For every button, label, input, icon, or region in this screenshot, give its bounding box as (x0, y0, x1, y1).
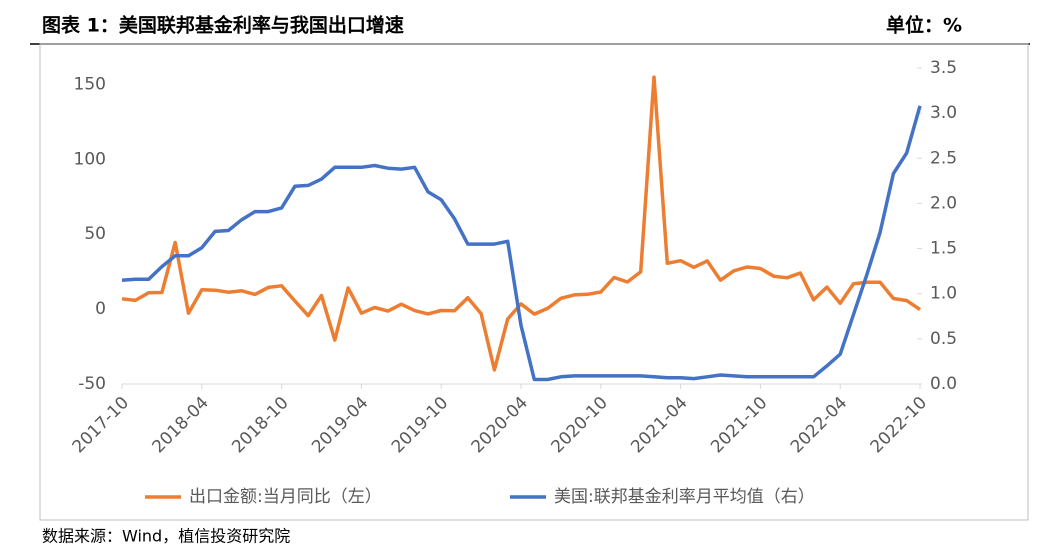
y-tick-label: -50 (78, 374, 106, 394)
x-tick-label: 2019-04 (308, 393, 372, 457)
y2-tick-label: 2.5 (930, 148, 957, 168)
x-tick-label: 2017-10 (69, 393, 133, 457)
series-line (121, 75, 921, 372)
y-tick-label: 0 (95, 299, 106, 319)
y2-tick-label: 0.5 (930, 329, 957, 349)
y-tick-label: 150 (74, 74, 106, 94)
y2-tick-label: 0.0 (930, 374, 957, 394)
x-tick-label: 2021-10 (707, 393, 771, 457)
x-tick-label: 2019-10 (388, 393, 452, 457)
y2-tick-label: 3.0 (930, 103, 957, 123)
unit: 单位：% (886, 14, 962, 37)
series-line (121, 105, 922, 382)
legend-label: 美国:联邦基金利率月平均值（右） (554, 487, 815, 507)
source: 数据来源：Wind，植信投资研究院 (42, 527, 290, 546)
legend-label: 出口金额:当月同比（左） (189, 487, 382, 507)
title: 图表 1：美国联邦基金利率与我国出口增速 (42, 14, 404, 37)
y2-tick-label: 3.5 (930, 58, 957, 78)
x-tick-label: 2020-04 (468, 393, 532, 457)
x-tick-label: 2021-04 (627, 393, 691, 457)
chart-frame (39, 43, 1029, 521)
y2-tick-label: 1.0 (930, 284, 957, 304)
x-tick-label: 2020-10 (548, 393, 612, 457)
y2-tick-label: 2.0 (930, 193, 957, 213)
y-tick-label: 100 (74, 149, 106, 169)
x-tick-label: 2022-04 (787, 393, 851, 457)
x-tick-label: 2018-04 (149, 393, 213, 457)
y2-tick-label: 1.5 (930, 239, 957, 259)
x-tick-label: 2022-10 (867, 393, 931, 457)
y-tick-label: 50 (84, 224, 106, 244)
x-tick-label: 2018-10 (228, 393, 292, 457)
